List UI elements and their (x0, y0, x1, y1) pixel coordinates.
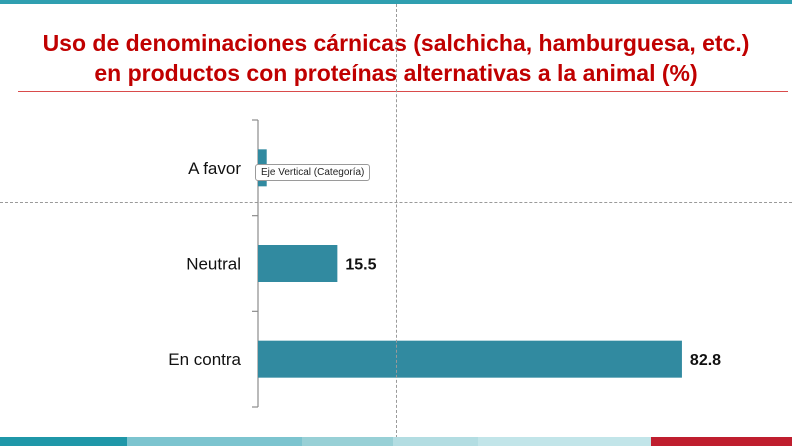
footer-color-strip (0, 437, 792, 446)
value-label: 82.8 (690, 352, 721, 369)
footer-segment (302, 437, 393, 446)
value-label: 15.5 (345, 257, 376, 274)
vertical-guide-line (396, 4, 397, 438)
title-line-1: Uso de denominaciones cárnicas (salchich… (42, 30, 750, 56)
category-label: A favor (188, 159, 241, 178)
footer-segment (393, 437, 478, 446)
bars-layer (258, 149, 682, 378)
horizontal-guide-line (0, 202, 792, 203)
top-accent-bar (0, 0, 792, 4)
category-label: En contra (168, 350, 241, 369)
footer-segment (127, 437, 302, 446)
axis-tooltip: Eje Vertical (Categoría) (255, 164, 371, 181)
title-underline (18, 91, 788, 92)
footer-segment (478, 437, 651, 446)
bar-neutral[interactable] (258, 245, 338, 282)
category-label: Neutral (186, 255, 241, 274)
bar-en-contra[interactable] (258, 340, 682, 378)
footer-segment (0, 437, 127, 446)
footer-segment (651, 437, 792, 446)
labels-layer: A favor Neutral 15.5 En contra 82.8 (168, 159, 721, 369)
